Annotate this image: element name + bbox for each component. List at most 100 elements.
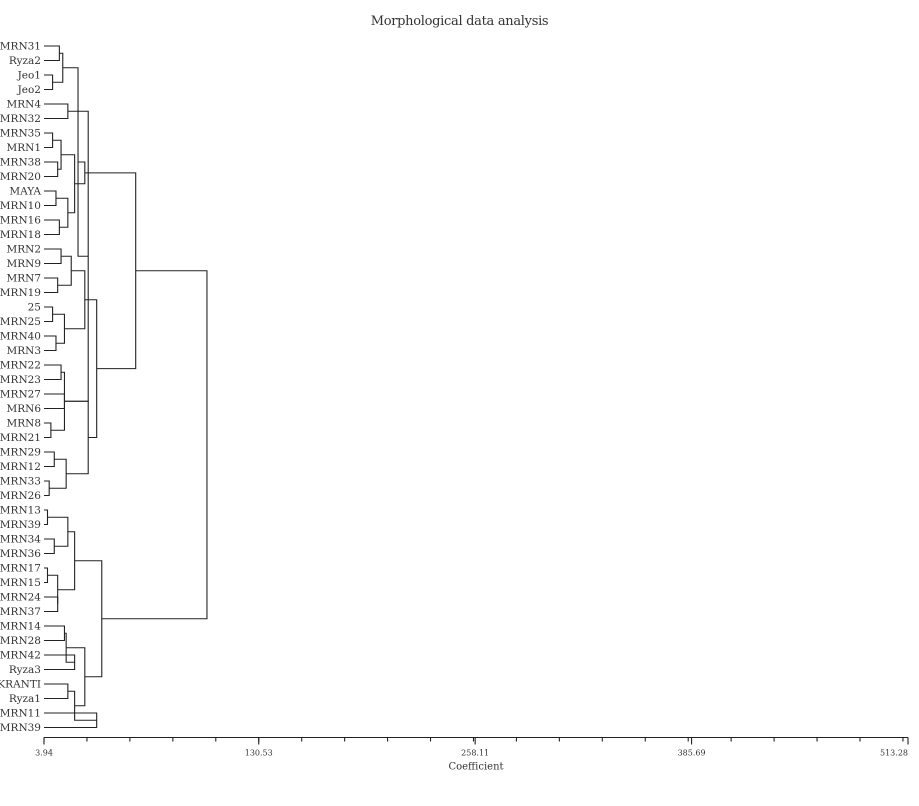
leaf-label: Jeo2	[17, 84, 41, 96]
leaf-label: Jeo1	[17, 70, 41, 82]
dendrogram-branch	[57, 531, 76, 591]
x-tick-label: 3.94	[35, 749, 53, 758]
dendrogram-branch	[67, 690, 97, 721]
dendrogram-branch	[74, 560, 103, 678]
leaf-label: MRN40	[0, 331, 41, 343]
dendrogram-branch	[44, 190, 57, 207]
leaf-label: MRN24	[0, 592, 41, 604]
leaf-label: Ryza1	[9, 693, 41, 705]
dendrogram-branch	[44, 451, 55, 468]
dendrogram-branch	[44, 422, 52, 439]
x-axis-label: Coefficient	[448, 762, 503, 773]
dendrogram-branch	[47, 574, 59, 605]
dendrogram-branch	[44, 596, 59, 613]
dendrogram-branch	[44, 306, 54, 323]
x-tick-label: 513.28	[880, 749, 908, 758]
dendrogram-branch	[52, 139, 62, 170]
leaf-label: MRN34	[0, 534, 41, 546]
dendrogram-branch	[44, 364, 62, 381]
leaf-label: MAYA	[9, 186, 41, 198]
dendrogram-branch	[62, 67, 89, 257]
leaf-label: MRN2	[6, 244, 41, 256]
dendrogram-branch	[57, 255, 72, 286]
dendrogram-branch	[44, 103, 69, 120]
leaf-label: MRN18	[0, 229, 41, 241]
dendrogram-branch	[84, 172, 137, 370]
leaf-label: MRN39	[0, 519, 41, 531]
leaf-label: MRN16	[0, 215, 41, 227]
dendrogram-branch	[44, 567, 49, 584]
leaf-label: MRN11	[0, 708, 41, 720]
dendrogram-branch	[84, 299, 98, 439]
leaf-label: MRN35	[0, 128, 41, 140]
dendrogram-branch	[55, 197, 69, 228]
leaf-label: KRANTI	[0, 679, 41, 691]
dendrogram-branch	[44, 393, 66, 410]
leaf-label: MRN12	[0, 461, 41, 473]
dendrogram-branch	[52, 313, 66, 344]
leaf-label: MRN15	[0, 577, 41, 589]
dendrogram-branch	[74, 161, 86, 185]
leaf-label: MRN20	[0, 171, 41, 183]
leaf-label: MRN14	[0, 621, 41, 633]
leaf-label: MRN23	[0, 374, 41, 386]
x-tick-label: 258.11	[461, 749, 489, 758]
leaf-labels: MRN31 Ryza2 Jeo1 Jeo2 MRN4 MRN32 MRN35 MRN1 MRN3…	[0, 41, 41, 735]
dendrogram-branch	[64, 400, 89, 475]
leaf-label: MRN1	[6, 142, 41, 154]
leaf-label: MRN4	[6, 99, 41, 111]
dendrogram-branch	[64, 632, 75, 663]
dendrogram-branch	[44, 277, 59, 294]
leaf-label: MRN17	[0, 563, 41, 575]
chart-title: Morphological data analysis	[370, 14, 549, 29]
leaf-label: MRN27	[0, 389, 41, 401]
leaf-label: MRN39	[0, 722, 41, 734]
branches	[44, 45, 208, 729]
leaf-label: MRN9	[6, 258, 41, 270]
dendrogram-branch	[52, 52, 64, 83]
leaf-label: MRN22	[0, 360, 41, 372]
dendrogram-branch	[44, 625, 66, 642]
dendrogram-branch	[44, 248, 62, 265]
dendrogram-branch	[44, 683, 69, 700]
leaf-label: MRN6	[6, 403, 41, 415]
leaf-label: MRN3	[6, 345, 41, 357]
leaf-label: MRN7	[6, 273, 41, 285]
dendrogram-branch	[44, 74, 54, 91]
dendrogram-branch	[50, 371, 66, 431]
leaf-label: MRN19	[0, 287, 41, 299]
x-axis-ticks: 3.94 130.53 258.11 385.69 513.28	[35, 737, 909, 758]
leaf-label: MRN28	[0, 635, 41, 647]
dendrogram-branch	[101, 270, 208, 620]
dendrogram-branch	[44, 712, 98, 729]
dendrogram-branch	[44, 132, 54, 149]
leaf-label: 25	[28, 302, 41, 314]
leaf-label: MRN21	[0, 432, 41, 444]
dendrogram-branch	[66, 647, 86, 707]
leaf-label: MRN33	[0, 476, 41, 488]
dendrogram-branch	[61, 154, 76, 214]
x-tick-label: 385.69	[678, 749, 706, 758]
leaf-label: Ryza2	[9, 55, 41, 67]
leaf-label: MRN37	[0, 606, 41, 618]
leaf-label: MRN38	[0, 157, 41, 169]
x-tick-label: 130.53	[245, 749, 273, 758]
dendrogram-branch	[44, 219, 60, 236]
leaf-label: MRN36	[0, 548, 41, 560]
leaf-label: MRN29	[0, 447, 41, 459]
leaf-label: MRN42	[0, 650, 41, 662]
leaf-label: MRN13	[0, 505, 41, 517]
dendrogram-branch	[47, 516, 69, 547]
leaf-label: MRN8	[6, 418, 41, 430]
leaf-label: MRN25	[0, 316, 41, 328]
dendrogram-branch	[49, 458, 67, 489]
dendrogram-branch	[44, 538, 55, 555]
dendrogram-branch	[44, 161, 59, 178]
leaf-label: MRN32	[0, 113, 41, 125]
x-axis: 3.94 130.53 258.11 385.69 513.28 Coefficient	[35, 736, 909, 773]
leaf-label: Ryza3	[9, 664, 41, 676]
dendrogram-branch	[64, 270, 86, 330]
dendrogram-branch	[44, 45, 60, 62]
dendrogram-branch	[44, 509, 49, 526]
